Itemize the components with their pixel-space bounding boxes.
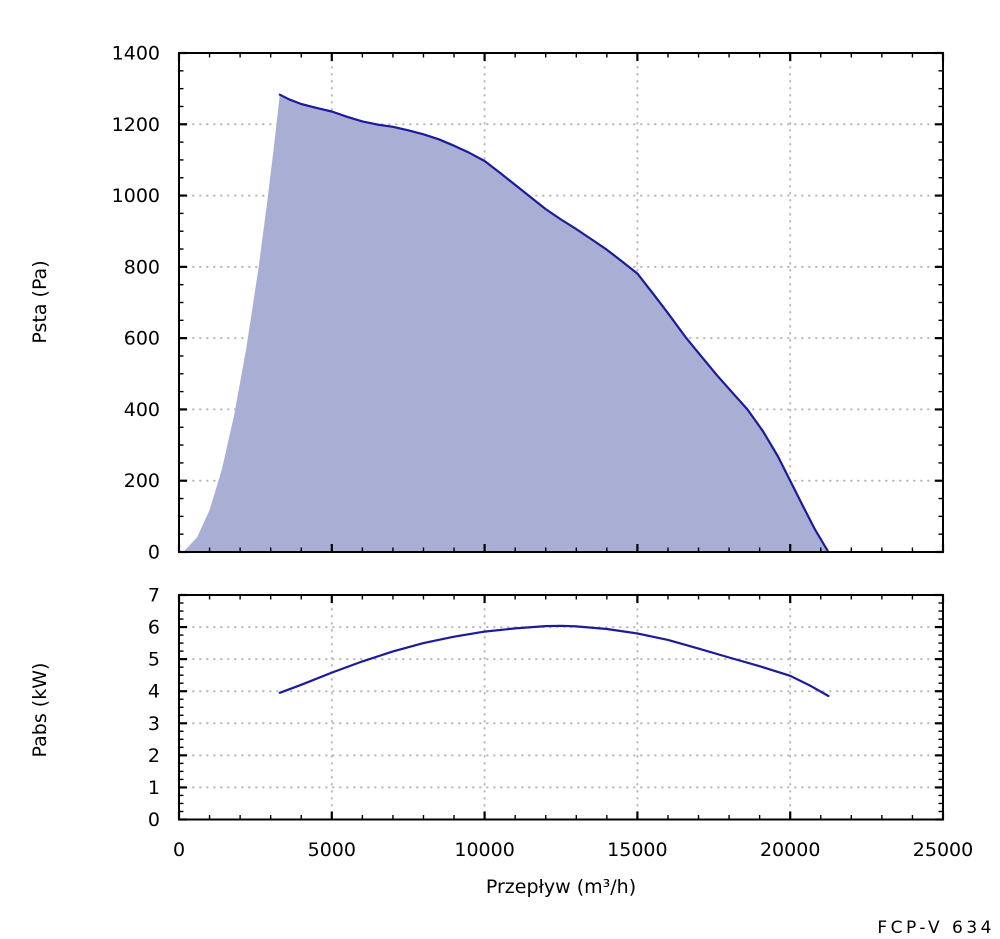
absorbed-power-curve <box>278 624 830 698</box>
pabs-y-tick-label: 2 <box>148 745 160 767</box>
pabs-y-tick-label: 5 <box>148 649 160 671</box>
model-label: FCP-V 634 <box>877 918 995 938</box>
max-pressure-curve <box>278 93 830 554</box>
x-axis-title: Przepływ (m³/h) <box>486 876 636 898</box>
psta-y-tick-label: 400 <box>124 399 160 421</box>
psta-y-tick-label: 800 <box>124 256 160 278</box>
psta-y-tick-label: 1000 <box>112 185 160 207</box>
pabs-y-axis-title: Pabs (kW) <box>29 663 51 758</box>
x-tick-label: 10000 <box>454 839 514 861</box>
operating-area-fill <box>185 94 829 552</box>
psta-y-tick-label: 1400 <box>112 43 160 65</box>
pabs-series <box>278 624 830 698</box>
x-tick-label: 20000 <box>760 839 820 861</box>
pabs-y-tick-label: 3 <box>148 713 160 735</box>
pabs-y-tick-label: 6 <box>148 617 160 639</box>
pabs-y-tick-labels: 0 1 2 3 4 5 6 7 <box>148 585 160 832</box>
pabs-chart: 0 1 2 3 4 5 6 7 Pabs (kW) <box>29 585 945 832</box>
psta-ticks <box>177 51 945 554</box>
psta-y-tick-label: 0 <box>148 542 160 564</box>
psta-y-axis-title: Psta (Pa) <box>29 260 51 343</box>
pabs-y-tick-label: 0 <box>148 809 160 831</box>
psta-y-tick-label: 200 <box>124 470 160 492</box>
psta-y-tick-label: 600 <box>124 328 160 350</box>
pabs-ticks <box>177 593 945 821</box>
psta-chart: 0 200 400 600 800 1000 1200 1400 Psta (Pa) <box>29 43 945 564</box>
pabs-gridlines <box>178 594 944 821</box>
pabs-y-tick-label: 4 <box>148 681 160 703</box>
pabs-y-tick-label: 7 <box>148 585 160 607</box>
x-tick-label: 0 <box>173 839 185 861</box>
psta-y-tick-label: 1200 <box>112 114 160 136</box>
psta-y-tick-labels: 0 200 400 600 800 1000 1200 1400 <box>112 43 160 564</box>
x-tick-label: 15000 <box>607 839 667 861</box>
x-tick-label: 25000 <box>913 839 973 861</box>
psta-series <box>185 93 830 554</box>
x-tick-label: 5000 <box>308 839 356 861</box>
x-tick-labels: 0 5000 10000 15000 20000 25000 <box>173 839 973 861</box>
pabs-y-tick-label: 1 <box>148 777 160 799</box>
